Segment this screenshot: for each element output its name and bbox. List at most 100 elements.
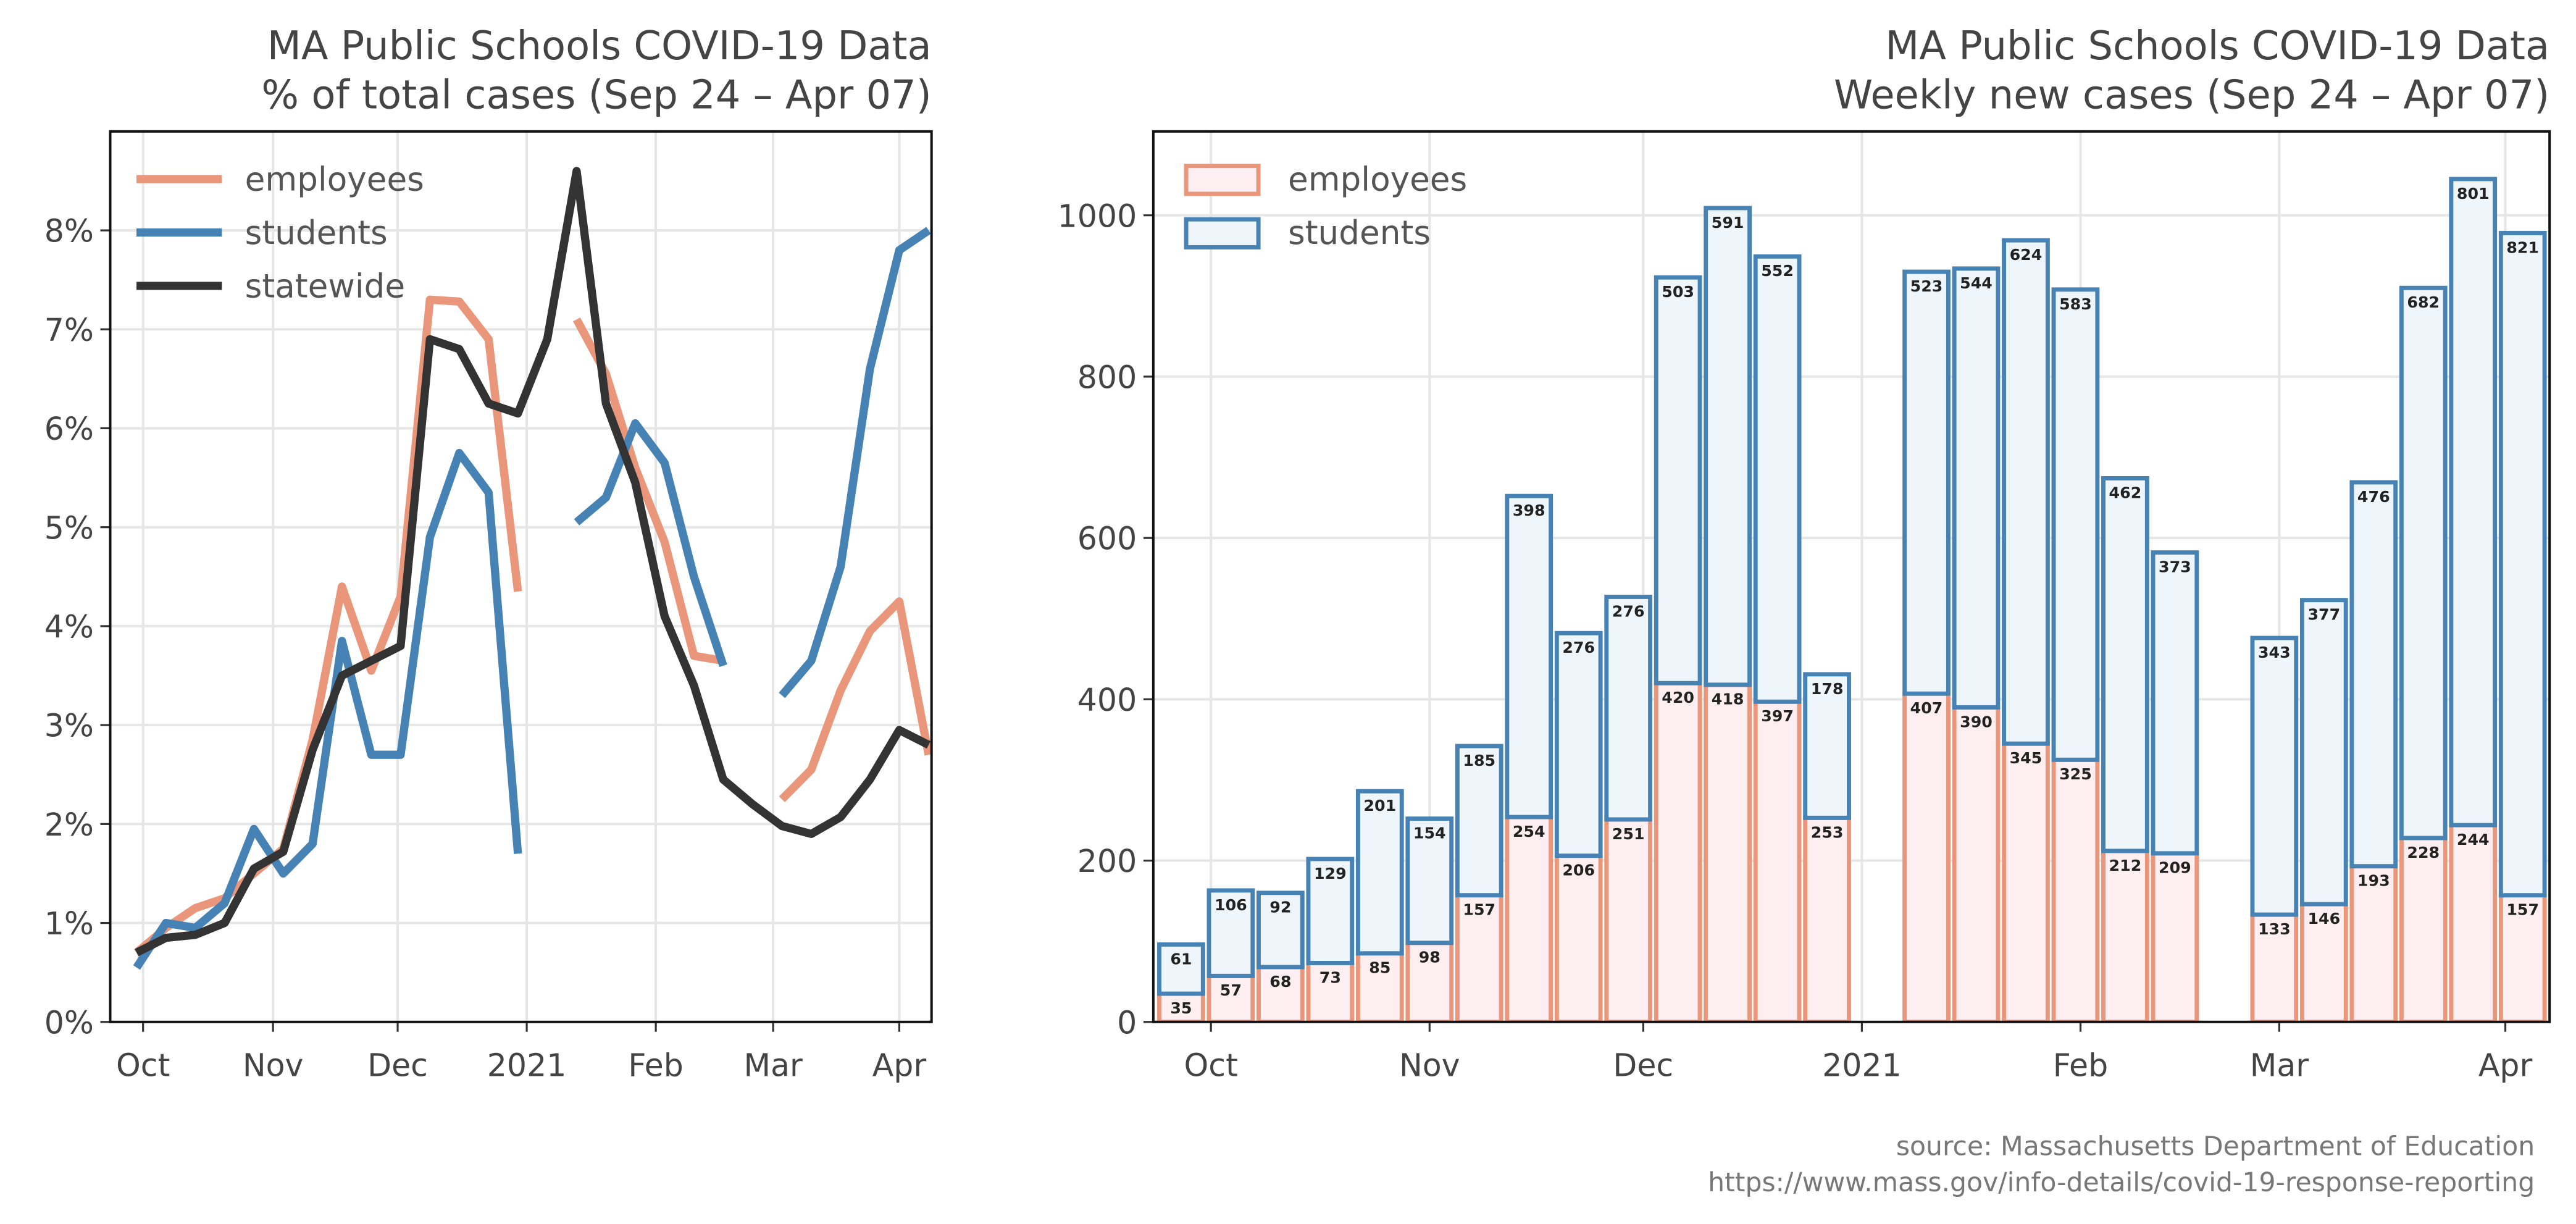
y-tick-label: 800	[1077, 359, 1137, 396]
legend-swatch	[1184, 164, 1261, 196]
value-label: 462	[2109, 484, 2142, 501]
bar-segment	[1753, 699, 1802, 1022]
bar-segment	[1306, 857, 1355, 965]
value-label: 544	[1960, 274, 1993, 292]
value-label: 583	[2059, 295, 2092, 313]
value-label: 193	[2357, 872, 2390, 890]
y-tick-label: 7%	[44, 312, 94, 348]
x-tick-label: Dec	[1613, 1047, 1673, 1084]
bar-segment	[1952, 705, 2001, 1022]
x-tick-label: Mar	[2250, 1047, 2309, 1084]
bar-segment	[1654, 681, 1702, 1022]
x-tick-label: Mar	[743, 1047, 803, 1084]
line-series	[133, 227, 931, 970]
bar-segment	[2449, 823, 2498, 1022]
value-label: 390	[1960, 713, 1993, 731]
value-label: 154	[1413, 824, 1446, 842]
y-tick-label: 0	[1117, 1004, 1137, 1041]
value-label: 420	[1662, 689, 1694, 706]
value-label: 523	[1910, 277, 1943, 295]
value-label: 157	[1463, 901, 1495, 919]
x-tick-label: Apr	[872, 1047, 927, 1084]
value-label: 68	[1269, 973, 1291, 991]
value-label: 418	[1712, 690, 1744, 708]
value-label: 552	[1761, 262, 1794, 280]
value-label: 624	[2010, 246, 2043, 264]
y-tick-label: 6%	[44, 411, 94, 447]
value-label: 345	[2010, 749, 2043, 767]
x-tick-label: Nov	[243, 1047, 304, 1084]
value-label: 212	[2109, 857, 2142, 874]
bar-segment	[2002, 238, 2050, 746]
y-tick-label: 1000	[1058, 198, 1137, 234]
bar-segment	[1455, 744, 1503, 898]
y-tick-label: 3%	[44, 708, 94, 744]
x-tick-label: Nov	[1399, 1047, 1460, 1084]
value-label: 92	[1269, 899, 1291, 916]
bar-segment	[1405, 816, 1454, 945]
bar-segment	[2101, 849, 2149, 1022]
value-label: 98	[1419, 949, 1441, 966]
value-label: 133	[2258, 920, 2291, 938]
legend-label: students	[1288, 214, 1431, 252]
plot-area	[133, 167, 932, 970]
bar-segment	[1157, 942, 1205, 996]
value-label: 276	[1612, 602, 1645, 620]
chart: MA Public Schools COVID-19 Data% of tota…	[44, 23, 933, 1084]
value-label: 35	[1170, 999, 1192, 1017]
legend-label: statewide	[245, 267, 406, 306]
bar-segment	[2151, 851, 2199, 1022]
bar-segment	[1952, 266, 2001, 710]
x-tick-label: Feb	[628, 1047, 683, 1084]
y-tick-label: 1%	[44, 905, 94, 942]
bar-segment	[2151, 550, 2199, 856]
bar-segment	[1753, 254, 1802, 704]
source-text: source: Massachusetts Department of Educ…	[1896, 1131, 2535, 1162]
y-tick-label: 400	[1077, 682, 1137, 718]
bar-segment	[1256, 891, 1305, 970]
value-label: 85	[1369, 959, 1390, 977]
bar-segment	[2399, 285, 2448, 840]
legend-label: employees	[245, 161, 424, 199]
bar-segment	[1902, 691, 1951, 1022]
bar-segment	[1654, 275, 1702, 685]
bar-segment	[1704, 206, 1752, 687]
value-label: 228	[2407, 844, 2440, 861]
x-tick-label: Oct	[1184, 1047, 1238, 1084]
value-label: 254	[1513, 823, 1545, 840]
value-label: 343	[2258, 643, 2291, 661]
y-tick-label: 0%	[44, 1004, 94, 1041]
value-label: 73	[1319, 968, 1341, 986]
x-tick-label: Dec	[367, 1047, 428, 1084]
bar-segment	[1355, 789, 1404, 956]
y-tick-label: 600	[1077, 521, 1137, 557]
plot-area: 35 61 57 106 68 92 73 129 85 201 98 154 157 185 254 398…	[1157, 177, 2547, 1022]
y-tick-label: 5%	[44, 509, 94, 546]
value-label: 185	[1463, 752, 1495, 769]
bar-segment	[1505, 815, 1554, 1022]
value-label: 201	[1363, 797, 1396, 815]
value-label: 476	[2357, 488, 2390, 506]
value-label: 209	[2159, 859, 2191, 877]
source-url: https://www.mass.gov/info-details/covid-…	[1708, 1167, 2535, 1198]
value-label: 178	[1811, 680, 1844, 698]
value-label: 157	[2506, 901, 2539, 919]
x-tick-label: Feb	[2053, 1047, 2108, 1084]
value-label: 276	[1562, 639, 1595, 656]
value-label: 821	[2506, 238, 2539, 256]
bar-segment	[1554, 631, 1603, 858]
y-tick-label: 2%	[44, 807, 94, 843]
plot-frame	[109, 130, 933, 1023]
bar-segment	[1902, 269, 1951, 696]
bar-segment	[2399, 836, 2448, 1022]
value-label: 397	[1761, 707, 1794, 725]
line-series	[135, 167, 930, 957]
bar-segment	[2002, 741, 2050, 1022]
legend-label: students	[245, 214, 388, 252]
plot-frame	[1152, 130, 2551, 1023]
value-label: 503	[1662, 283, 1694, 301]
value-label: 146	[2307, 910, 2340, 928]
bar-segment	[1604, 817, 1653, 1022]
